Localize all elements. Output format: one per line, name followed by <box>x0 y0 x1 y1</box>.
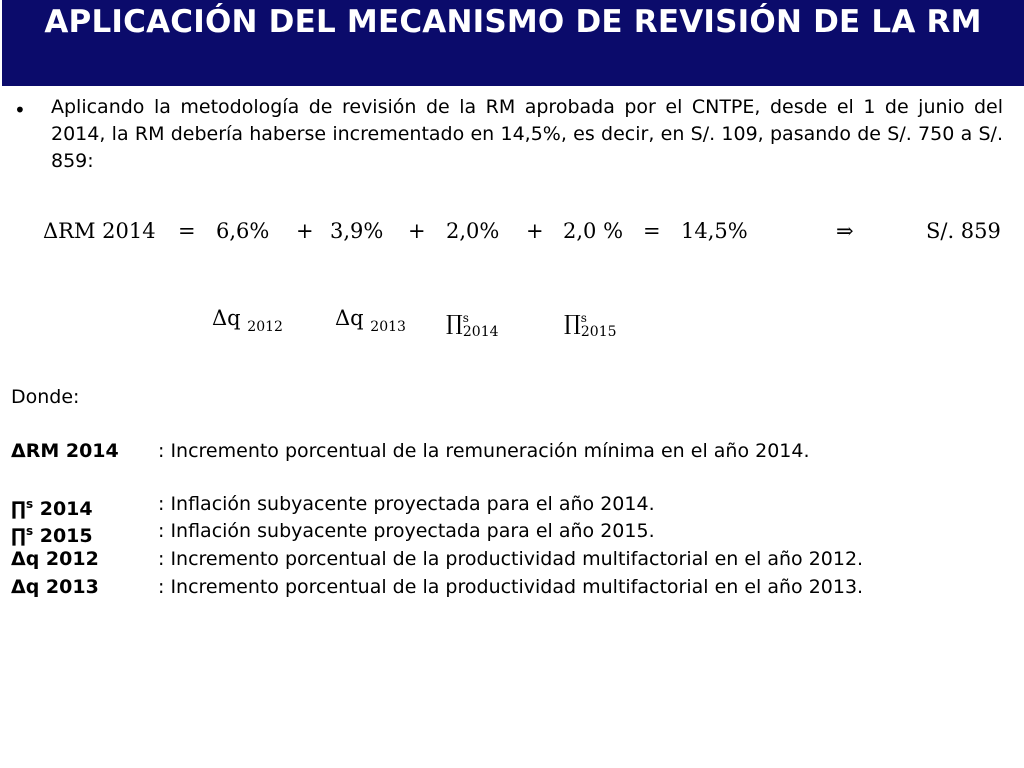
symbol-pi-2015: ∏s2015 <box>564 311 617 340</box>
def-desc-dq-2012: : Incremento porcentual de la productivi… <box>158 548 864 570</box>
donde-label: Donde: <box>11 386 80 408</box>
equation-term-4: 2,0 % <box>563 219 624 243</box>
equation-result: 14,5% <box>681 219 748 243</box>
equation-term-2: 3,9% <box>330 219 384 243</box>
equation-lhs: ΔRM 2014 <box>43 219 156 243</box>
equation-plus-3: + <box>526 219 544 243</box>
def-desc-pi-2015: : Inflación subyacente proyectada para e… <box>158 520 655 542</box>
def-term-dq-2013: Δq 2013 <box>11 576 99 598</box>
def-desc-rm-2014: : Incremento porcentual de la remuneraci… <box>158 440 810 462</box>
equation-amount: S/. 859 <box>926 219 1001 243</box>
equation-term-3: 2,0% <box>446 219 500 243</box>
equation-plus-2: + <box>408 219 426 243</box>
equation-equals-2: = <box>643 219 661 243</box>
equation-plus-1: + <box>296 219 314 243</box>
bullet-marker: • <box>14 98 26 122</box>
def-desc-pi-2014: : Inflación subyacente proyectada para e… <box>158 493 655 515</box>
slide-title: APLICACIÓN DEL MECANISMO DE REVISIÓN DE … <box>44 4 982 40</box>
implies-arrow-icon: ⇒ <box>836 219 854 243</box>
equation-term-1: 6,6% <box>216 219 270 243</box>
symbol-dq-2012: Δq 2012 <box>212 306 283 335</box>
def-term-pi-2014: ∏s 2014 <box>11 497 93 520</box>
bullet-paragraph: Aplicando la metodología de revisión de … <box>51 96 1003 172</box>
def-term-pi-2015: ∏s 2015 <box>11 524 93 547</box>
def-desc-dq-2013: : Incremento porcentual de la productivi… <box>158 576 864 598</box>
def-term-dq-2012: Δq 2012 <box>11 548 99 570</box>
title-bar: APLICACIÓN DEL MECANISMO DE REVISIÓN DE … <box>2 0 1024 86</box>
symbol-pi-2014: ∏s2014 <box>446 311 499 340</box>
equation-equals-1: = <box>178 219 196 243</box>
symbol-dq-2013: Δq 2013 <box>335 306 406 335</box>
def-term-rm-2014: ΔRM 2014 <box>11 440 119 462</box>
